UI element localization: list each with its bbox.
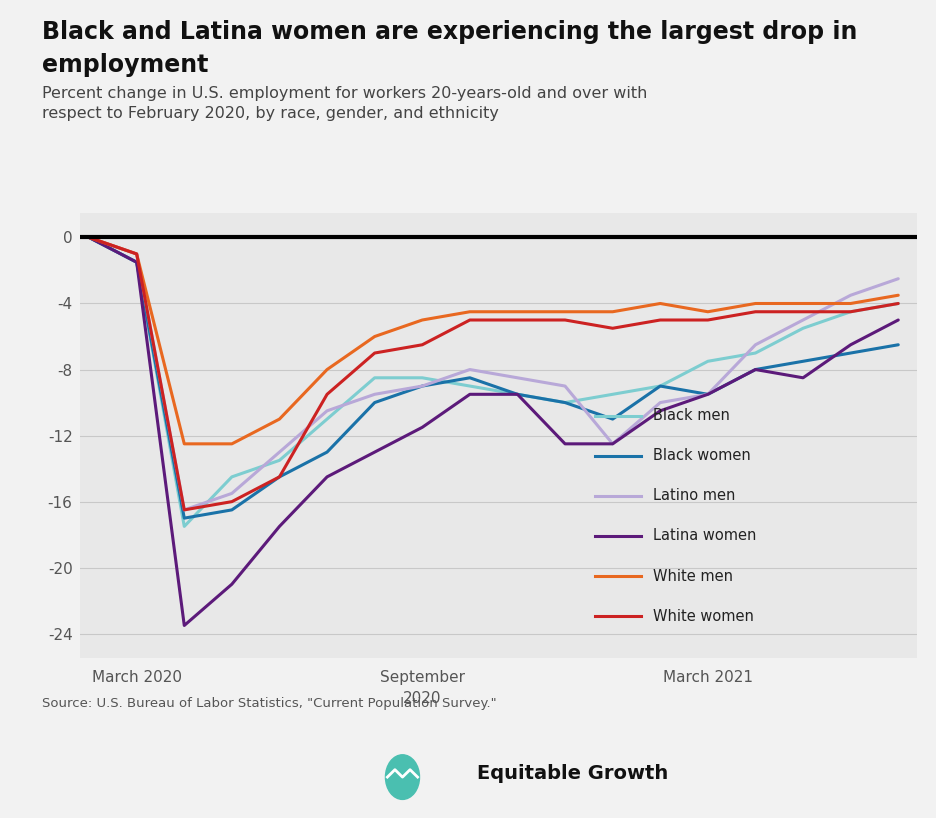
Text: Percent change in U.S. employment for workers 20-years-old and over with
respect: Percent change in U.S. employment for wo… bbox=[42, 86, 648, 121]
Text: Source: U.S. Bureau of Labor Statistics, "Current Population Survey.": Source: U.S. Bureau of Labor Statistics,… bbox=[42, 697, 497, 710]
Text: employment: employment bbox=[42, 53, 209, 77]
Text: Latino men: Latino men bbox=[653, 488, 736, 503]
Circle shape bbox=[386, 755, 419, 799]
Text: White men: White men bbox=[653, 569, 734, 583]
Text: Black and Latina women are experiencing the largest drop in: Black and Latina women are experiencing … bbox=[42, 20, 857, 44]
Text: Equitable Growth: Equitable Growth bbox=[477, 763, 668, 783]
Text: Latina women: Latina women bbox=[653, 528, 757, 543]
Text: Black women: Black women bbox=[653, 448, 752, 463]
Text: White women: White women bbox=[653, 609, 754, 623]
Text: Black men: Black men bbox=[653, 408, 730, 423]
